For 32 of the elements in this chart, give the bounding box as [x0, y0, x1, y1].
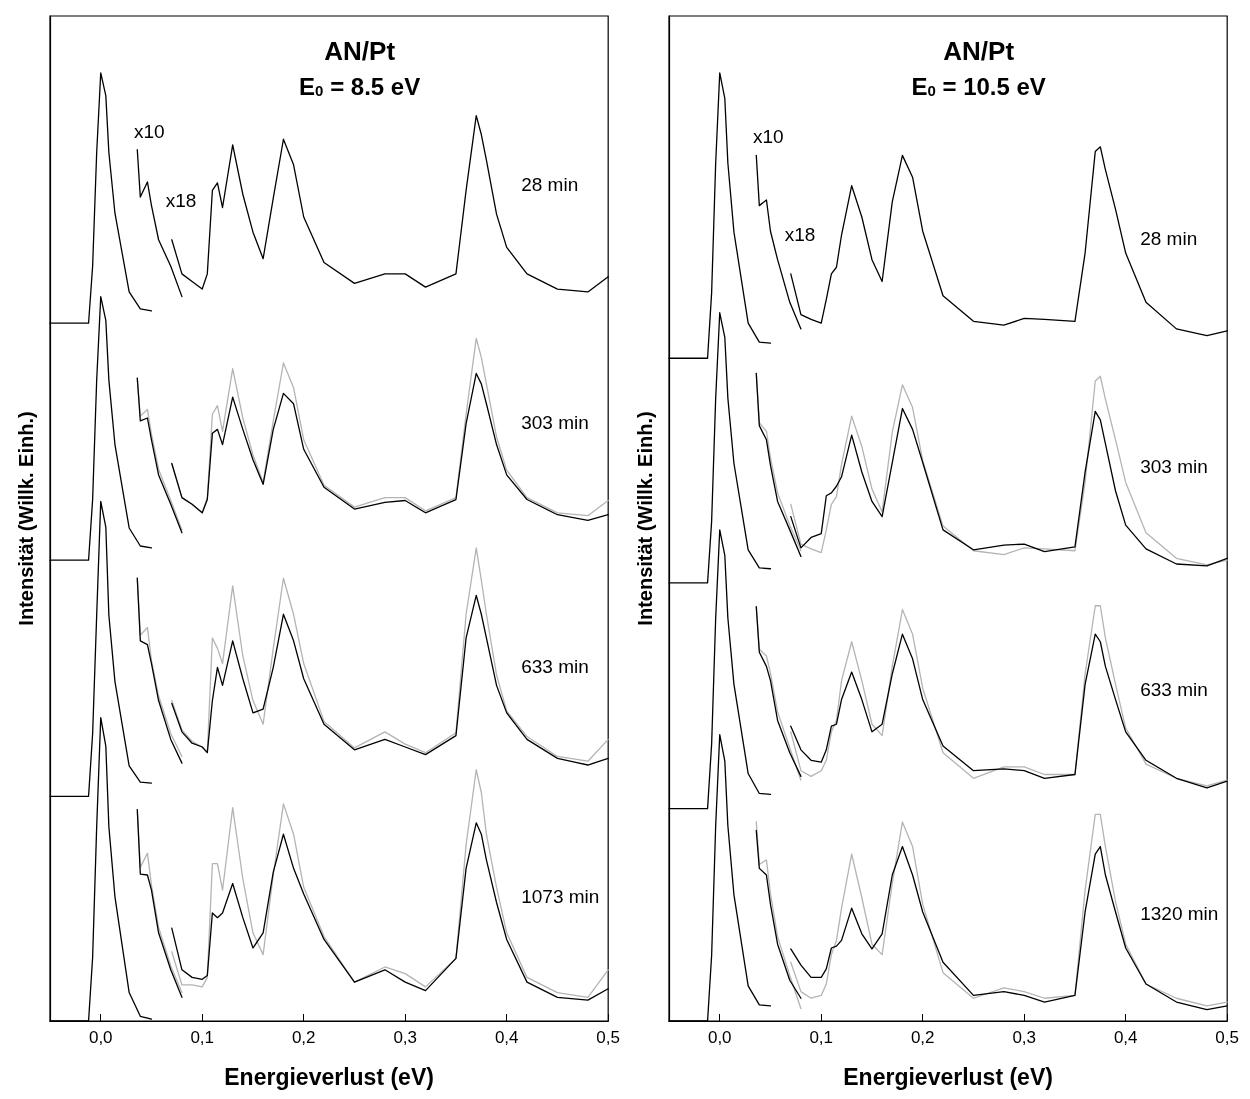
- chart-title: AN/Pt: [943, 36, 1015, 66]
- x-tick-label: 0,2: [910, 1028, 935, 1047]
- x-tick-label: 0,4: [494, 1028, 519, 1047]
- chart-title: AN/Pt: [324, 36, 396, 66]
- series-label: 633 min: [521, 655, 589, 677]
- x-tick-label: 0,1: [190, 1028, 215, 1047]
- series-label: 303 min: [521, 412, 589, 434]
- series-label: 28 min: [521, 174, 579, 196]
- chart-subtitle: E0 = 8.5 eV: [299, 72, 421, 100]
- x-tick-label: 0,5: [596, 1028, 620, 1047]
- x-tick-label: 0,4: [1113, 1028, 1138, 1047]
- x-tick-label: 0,0: [707, 1028, 732, 1047]
- x-tick-label: 0,2: [291, 1028, 316, 1047]
- y-axis-title: Intensität (Willk. Einh.): [634, 411, 656, 626]
- annotation: x18: [165, 189, 197, 211]
- x-tick-label: 0,3: [1012, 1028, 1037, 1047]
- series-label: 633 min: [1140, 678, 1208, 700]
- series-label: x10: [752, 126, 784, 148]
- x-tick-label: 0,3: [393, 1028, 418, 1047]
- series-label: 303 min: [1140, 455, 1208, 477]
- series-label: x10: [133, 120, 165, 142]
- x-tick-label: 0,1: [809, 1028, 834, 1047]
- chart-subtitle: E0 = 10.5 eV: [911, 72, 1046, 100]
- y-axis-title: Intensität (Willk. Einh.): [15, 411, 37, 626]
- x-tick-label: 0,0: [88, 1028, 113, 1047]
- series-label: 1073 min: [521, 886, 600, 908]
- series-label: 28 min: [1140, 228, 1198, 250]
- x-tick-label: 0,5: [1215, 1028, 1239, 1047]
- annotation: x18: [784, 223, 816, 245]
- series-label: 1320 min: [1140, 903, 1219, 925]
- x-axis-title: Energieverlust (eV): [224, 1063, 434, 1090]
- x-axis-title: Energieverlust (eV): [843, 1063, 1053, 1090]
